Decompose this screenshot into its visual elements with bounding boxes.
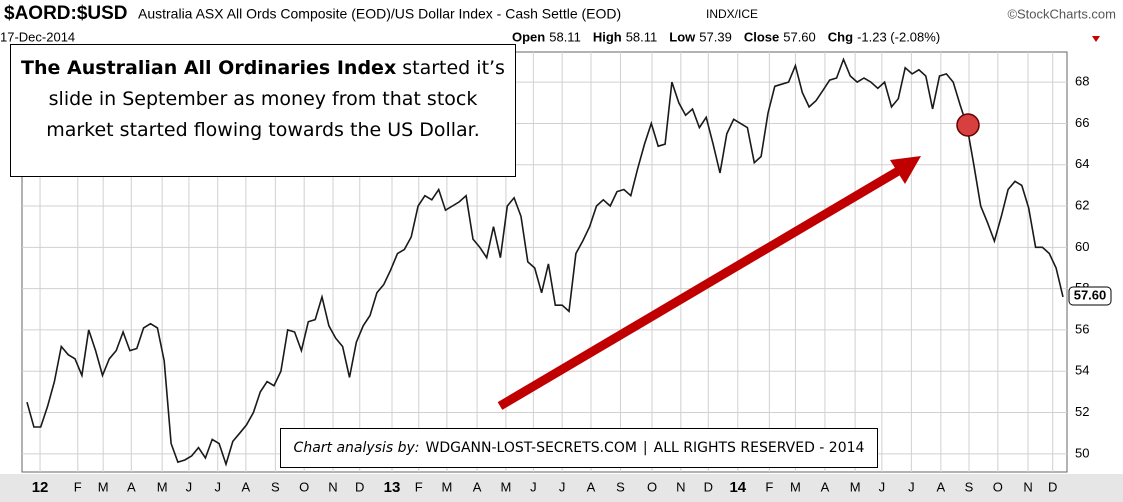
x-tick-label: J <box>879 479 886 494</box>
footer-italic: Chart analysis by: <box>293 440 420 456</box>
footer-separator: | <box>642 440 648 456</box>
y-tick-label: 54 <box>1075 363 1089 378</box>
source: ©StockCharts.com <box>1007 6 1116 21</box>
x-tick-label: J <box>908 479 915 494</box>
arrow-head <box>890 156 921 184</box>
x-tick-label: S <box>616 479 625 494</box>
x-tick-label: 13 <box>384 479 401 496</box>
x-tick-label: J <box>186 479 193 494</box>
last-value-box <box>1068 286 1112 306</box>
chart-title: Australia ASX All Ords Composite (EOD)/U… <box>138 6 621 22</box>
x-tick-label: M <box>98 479 109 494</box>
series <box>26 57 1064 467</box>
x-tick-label: A <box>821 479 830 494</box>
y-tick-label: 64 <box>1075 156 1089 171</box>
x-tick-label: M <box>850 479 861 494</box>
quote-label: High <box>593 29 622 44</box>
x-tick-label: F <box>415 479 423 494</box>
quote-value: 57.60 <box>783 29 816 44</box>
x-tick-label: D <box>704 479 713 494</box>
y-tick-label: 68 <box>1075 74 1089 89</box>
x-tick-label: A <box>937 479 946 494</box>
x-tick-label: O <box>299 479 309 494</box>
x-tick-label: F <box>74 479 82 494</box>
quote-value: 58.11 <box>626 29 658 44</box>
x-tick-label: A <box>127 479 136 494</box>
price-line <box>26 57 1064 467</box>
last-value-label: 57.60 <box>1074 287 1107 302</box>
x-tick-label: J <box>530 479 537 494</box>
x-tick-label: S <box>965 479 974 494</box>
x-tick-label: N <box>676 479 685 494</box>
symbol: $AORD:$USD <box>4 3 128 24</box>
annotation-bold: The Australian All Ordinaries Index <box>21 57 397 79</box>
x-tick-label: S <box>271 479 280 494</box>
x-tick-label: N <box>1023 479 1032 494</box>
x-tick-label: A <box>587 479 596 494</box>
quote-label: Open <box>512 29 545 44</box>
footer-site: WDGANN-LOST-SECRETS.COM <box>425 440 637 456</box>
y-tick-label: 56 <box>1075 321 1089 336</box>
x-tick-label: A <box>242 479 251 494</box>
highlight-point <box>956 113 980 137</box>
x-tick-label: 14 <box>729 479 746 496</box>
y-tick-label: 66 <box>1075 115 1089 130</box>
x-tick-label: F <box>765 479 773 494</box>
x-tick-label: O <box>647 479 657 494</box>
x-tick-label: M <box>500 479 511 494</box>
annotation-text: started it’s slide in September as money… <box>46 57 505 141</box>
x-tick-label: M <box>441 479 452 494</box>
quote-label: Close <box>744 29 779 44</box>
x-tick-label: 12 <box>32 479 49 496</box>
date: 17-Dec-2014 <box>0 29 75 44</box>
quote-label: Low <box>669 29 696 44</box>
quote-label: Chg <box>828 29 853 44</box>
annotation-box: The Australian All Ordinaries Index star… <box>10 44 516 177</box>
footer-box: Chart analysis by: WDGANN-LOST-SECRETS.C… <box>280 428 878 468</box>
quote-value: -1.23 (-2.08%) <box>857 29 940 44</box>
x-axis-band <box>0 474 1123 502</box>
plot-frame <box>21 51 1068 473</box>
x-tick-label: M <box>157 479 168 494</box>
y-tick-label: 50 <box>1075 445 1089 460</box>
x-tick-label: M <box>790 479 801 494</box>
y-tick-label: 52 <box>1075 404 1089 419</box>
trend-arrow <box>497 166 903 410</box>
quote-bar: Open 58.11 High 58.11 Low 57.39 Close 57.60 Chg -… <box>512 29 940 44</box>
x-tick-label: J <box>214 479 221 494</box>
x-tick-label: J <box>559 479 566 494</box>
y-tick-label: 60 <box>1075 239 1089 254</box>
quote-value: 57.39 <box>699 29 732 44</box>
x-tick-label: O <box>993 479 1003 494</box>
x-tick-label: D <box>355 479 364 494</box>
x-tick-label: N <box>328 479 337 494</box>
down-triangle <box>1092 36 1100 42</box>
x-tick-label: D <box>1048 479 1057 494</box>
quote-value: 58.11 <box>549 29 581 44</box>
y-tick-label: 62 <box>1075 197 1089 212</box>
exchange: INDX/ICE <box>706 7 758 21</box>
footer-rights: ALL RIGHTS RESERVED - 2014 <box>653 440 865 456</box>
x-tick-label: A <box>473 479 482 494</box>
